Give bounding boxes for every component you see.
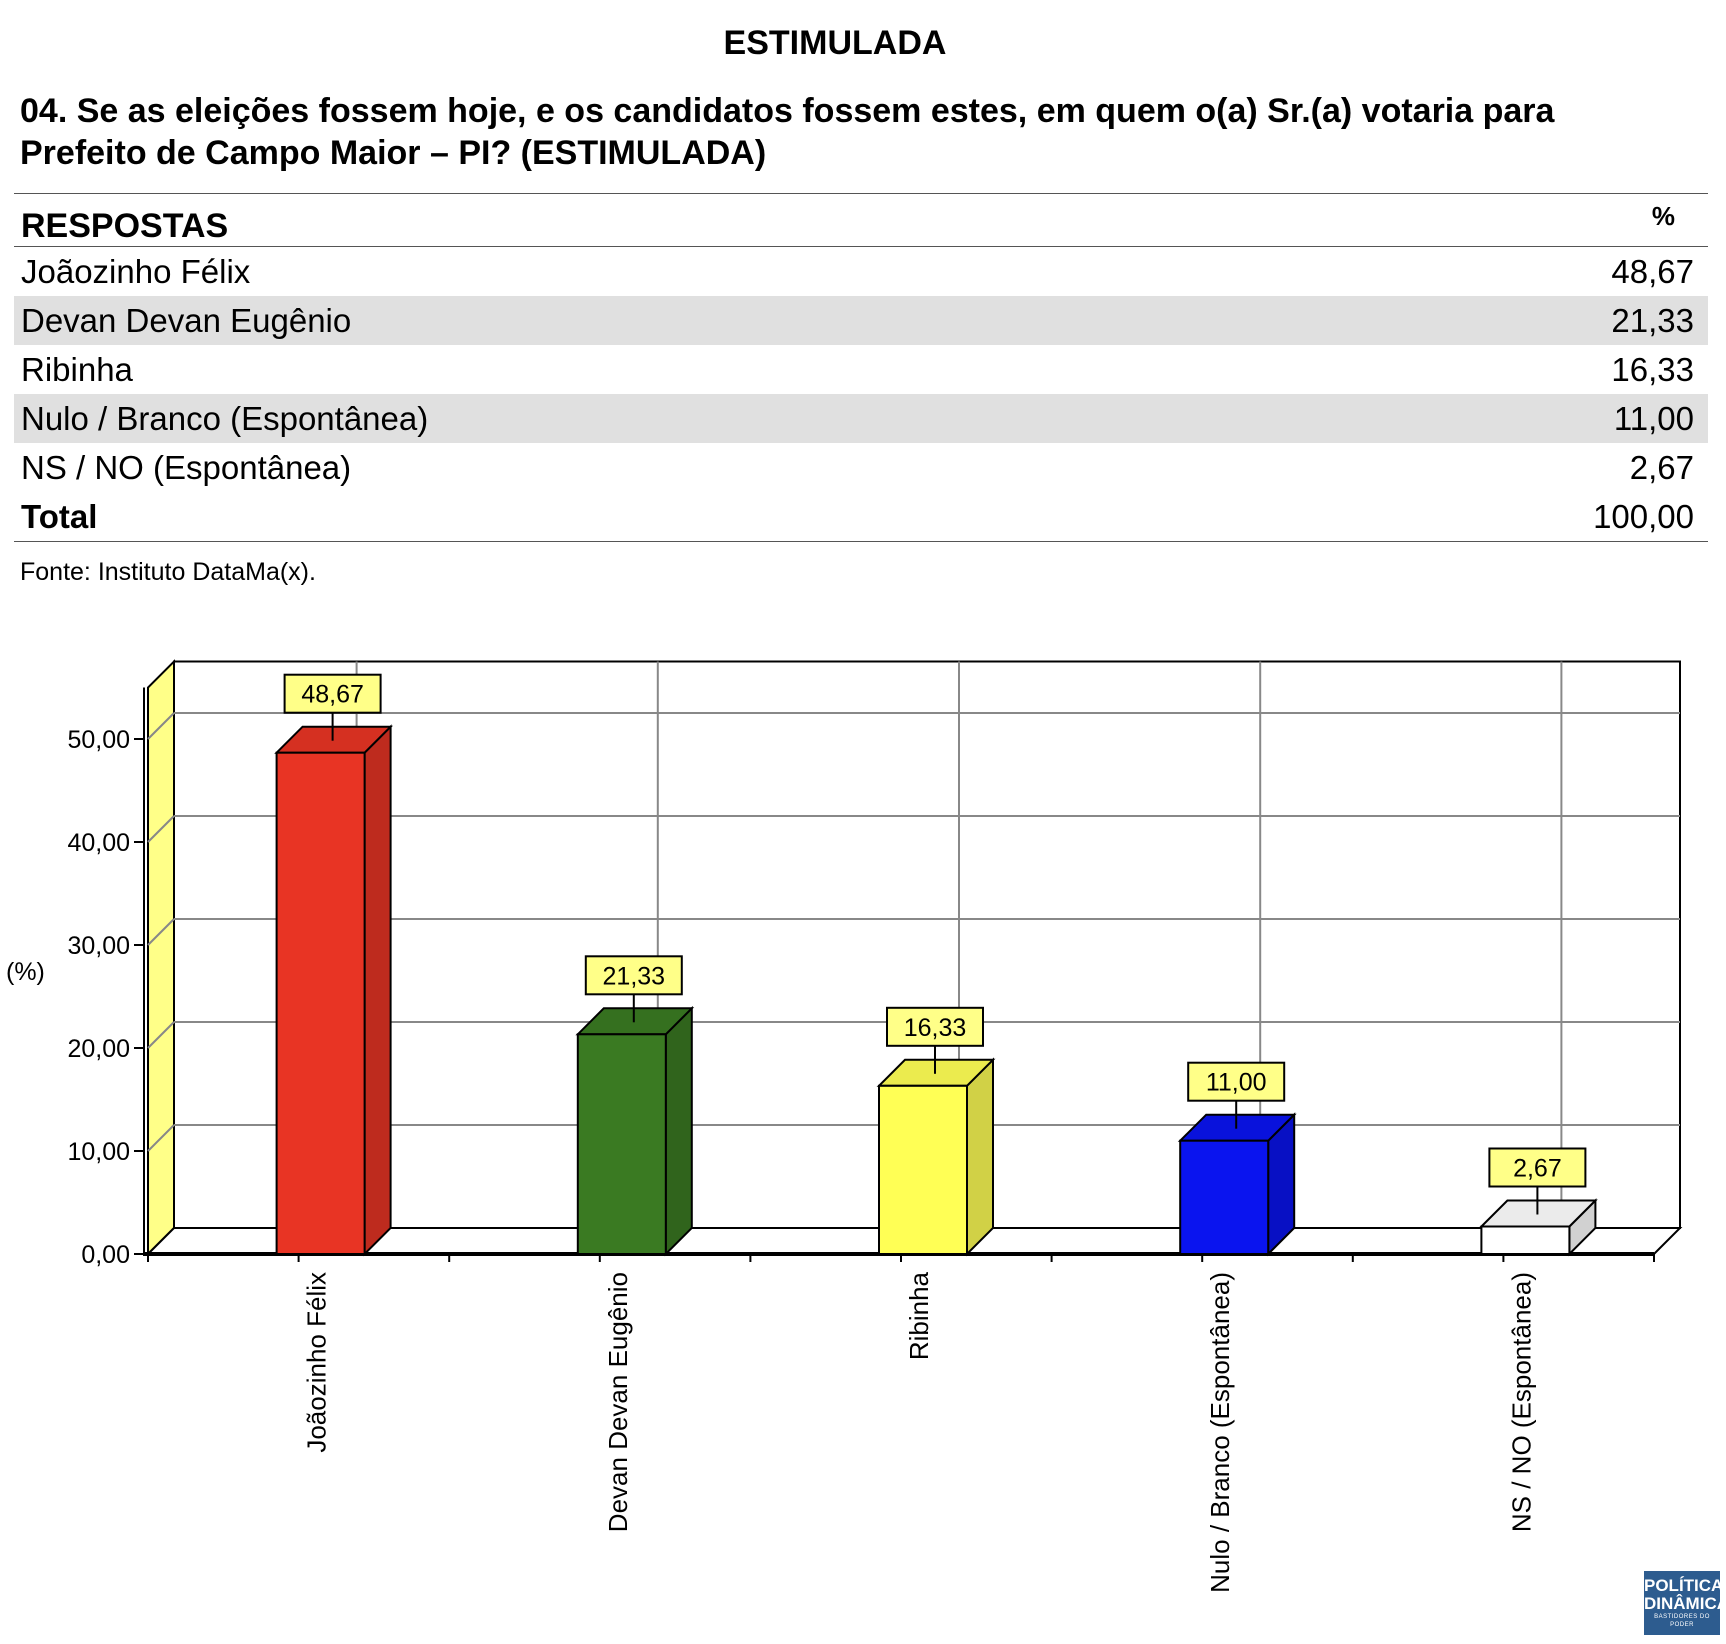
table-header: RESPOSTAS % (14, 194, 1708, 247)
row-label: Nulo / Branco (Espontânea) (21, 399, 429, 437)
data-label-box (584, 955, 683, 996)
bar (876, 1057, 996, 1257)
data-label-box (283, 673, 382, 714)
table-row: Ribinha 16,33 (14, 345, 1708, 394)
row-value: 11,00 (1613, 399, 1694, 437)
data-label-box (1488, 1147, 1587, 1188)
row-label: Ribinha (21, 350, 133, 388)
table-row: NS / NO (Espontânea) 2,67 (14, 443, 1708, 492)
table-row: Nulo / Branco (Espontânea) 11,00 (14, 394, 1708, 443)
bar-front (275, 751, 366, 1255)
data-label-box (886, 1006, 984, 1047)
row-value: 2,67 (1629, 448, 1694, 486)
bar (575, 1005, 695, 1257)
results-table: RESPOSTAS % Joãozinho Félix 48,67 Devan … (14, 193, 1708, 542)
column-header-percent: % (1651, 201, 1675, 231)
source-note: Fonte: Instituto DataMa(x). (20, 558, 316, 586)
row-label: Joãozinho Félix (21, 252, 251, 290)
data-label: 48,67 (301, 681, 364, 709)
chart-side-wall (147, 659, 175, 1257)
y-tick-label: 40,00 (67, 829, 130, 857)
y-axis-label: (%) (6, 958, 45, 986)
table-row-total: Total 100,00 (14, 492, 1708, 541)
category-label: Ribinha (904, 1271, 934, 1360)
gridline-side (147, 1021, 175, 1049)
row-label: NS / NO (Espontânea) (21, 448, 352, 486)
bar-front (878, 1084, 968, 1256)
gridline-side (147, 815, 175, 843)
gridline-side (147, 918, 175, 946)
bar-side (966, 1057, 994, 1257)
row-value: 21,33 (1611, 301, 1694, 339)
data-label: 11,00 (1206, 1069, 1267, 1097)
bar (1177, 1112, 1297, 1257)
question-line-1: 04. Se as eleições fossem hoje, e os can… (20, 92, 1555, 130)
watermark-logo: POLÍTICA DINÂMICA BASTIDORES DO PODER (1644, 1571, 1726, 1635)
bar (274, 724, 394, 1257)
y-tick-label: 50,00 (67, 726, 130, 754)
watermark-line-2: DINÂMICA (1644, 1594, 1726, 1613)
bar-side (664, 1005, 693, 1257)
bar-front (576, 1033, 667, 1256)
total-label: Total (21, 497, 98, 535)
category-label: NS / NO (Espontânea) (1506, 1272, 1536, 1532)
bar-front (1480, 1225, 1571, 1256)
row-value: 16,33 (1611, 350, 1694, 388)
page-title: ESTIMULADA (723, 24, 947, 62)
question-text: 04. Se as eleições fossem hoje, e os can… (20, 90, 1680, 174)
data-label: 16,33 (904, 1014, 967, 1042)
y-tick-label: 30,00 (67, 932, 130, 960)
data-label: 2,67 (1513, 1154, 1562, 1182)
y-tick-label: 10,00 (67, 1138, 130, 1166)
watermark-line-1: POLÍTICA (1644, 1576, 1724, 1595)
row-label: Devan Devan Eugênio (21, 301, 352, 339)
table-row: Devan Devan Eugênio 21,33 (14, 296, 1708, 345)
data-label-box (1187, 1061, 1286, 1102)
bar-front (1179, 1139, 1270, 1255)
category-label: Joãozinho Félix (302, 1272, 332, 1453)
table-row: Joãozinho Félix 48,67 (14, 247, 1708, 296)
gridline-side (147, 1124, 175, 1152)
y-tick-label: 0,00 (81, 1241, 130, 1269)
watermark-tagline: BASTIDORES DO PODER (1654, 1614, 1710, 1628)
data-label: 21,33 (603, 962, 666, 990)
column-header-responses: RESPOSTAS (21, 207, 229, 245)
total-value: 100,00 (1593, 497, 1694, 535)
bar-side (363, 724, 392, 1257)
row-value: 48,67 (1611, 252, 1694, 290)
category-label: Nulo / Branco (Espontânea) (1205, 1272, 1235, 1593)
gridline-side (147, 712, 175, 740)
y-tick-label: 20,00 (67, 1035, 130, 1063)
question-line-2: Prefeito de Campo Maior – PI? (ESTIMULAD… (20, 134, 767, 172)
category-label: Devan Devan Eugênio (603, 1272, 633, 1532)
